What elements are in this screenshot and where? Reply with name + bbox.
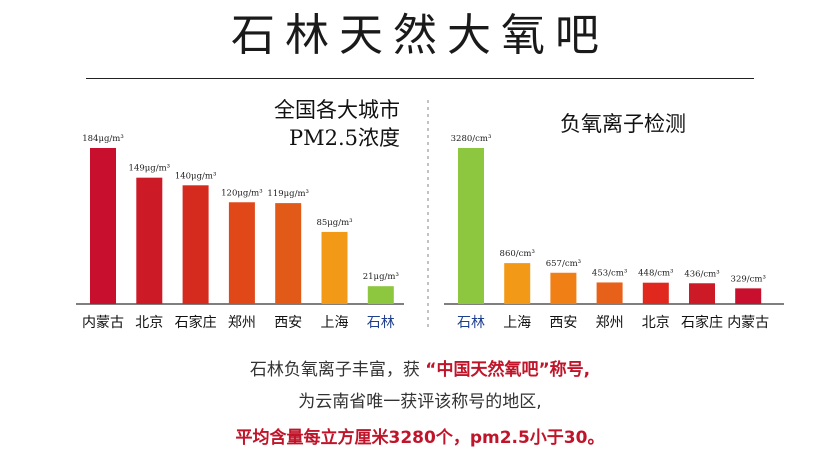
- chart-title-ions-line1: 负氧离子检测: [560, 112, 686, 136]
- ion-category-label: 内蒙古: [727, 315, 769, 331]
- chart-title-pm25: 全国各大城市 PM2.5浓度: [274, 96, 400, 152]
- title-divider: [86, 78, 754, 79]
- pm25-category-label: 内蒙古: [82, 315, 124, 331]
- pm25-value-label: 140μg/m³: [175, 171, 217, 181]
- pm25-bar: [275, 203, 302, 304]
- ion-bar: [735, 288, 762, 304]
- ion-bar: [504, 263, 531, 304]
- pm25-category-label: 西安: [274, 315, 302, 331]
- pm25-category-label: 郑州: [228, 315, 256, 331]
- ion-value-label: 453/cm³: [592, 268, 627, 278]
- ion-category-label: 西安: [549, 315, 577, 331]
- caption-line-1-highlight: “中国天然氧吧”称号,: [425, 360, 591, 380]
- ion-category-label: 郑州: [596, 315, 624, 331]
- pm25-category-label: 石家庄: [175, 314, 217, 331]
- pm25-bar: [367, 286, 394, 304]
- ion-value-label: 329/cm³: [731, 274, 766, 284]
- ion-category-label: 北京: [642, 315, 670, 331]
- pm25-value-label: 21μg/m³: [363, 272, 399, 282]
- chart-title-ions: 负氧离子检测: [560, 110, 686, 138]
- ion-bar: [642, 282, 669, 304]
- chart-title-pm25-line1: 全国各大城市: [274, 98, 400, 122]
- pm25-chart: 184μg/m³ 内蒙古 149μg/m³ 北京 140μg/m³ 石家庄 120μg/m³…: [76, 134, 404, 331]
- pm25-bar: [182, 185, 209, 304]
- caption-line-3: 平均含量每立方厘米3280个，pm2.5小于30。: [235, 428, 605, 448]
- ion-category-label: 上海: [503, 315, 531, 331]
- caption-line-1-text: 石林负氧离子丰富，获: [249, 360, 426, 380]
- ion-value-label: 3280/cm³: [451, 134, 492, 144]
- ion-bar: [550, 272, 577, 304]
- ion-bar: [458, 148, 484, 304]
- pm25-category-label: 上海: [321, 315, 349, 331]
- pm25-bar: [228, 202, 255, 304]
- pm25-value-label: 184μg/m³: [82, 134, 124, 144]
- ion-chart: 3280/cm³ 石林 860/cm³ 上海 657/cm³ 西安 453/cm³ 郑州 448…: [444, 134, 784, 331]
- pm25-bar: [90, 148, 116, 304]
- pm25-bar: [321, 231, 348, 304]
- ion-category-label: 石林: [457, 315, 485, 331]
- caption-line-2: 为云南省唯一获评该称号的地区,: [298, 392, 542, 412]
- pm25-category-label: 北京: [135, 315, 163, 331]
- ion-value-label: 436/cm³: [684, 269, 719, 279]
- caption-line-1: 石林负氧离子丰富，获 “中国天然氧吧”称号,: [0, 356, 840, 384]
- pm25-value-label: 85μg/m³: [316, 218, 352, 228]
- pm25-bar: [136, 177, 163, 304]
- ion-category-label: 石家庄: [681, 314, 723, 331]
- pm25-value-label: 119μg/m³: [267, 189, 309, 199]
- charts-canvas: 184μg/m³ 内蒙古 149μg/m³ 北京 140μg/m³ 石家庄 120μg/m³…: [76, 100, 784, 331]
- page-title: 石林天然大氧吧: [231, 10, 609, 61]
- pm25-value-label: 149μg/m³: [129, 164, 171, 174]
- pm25-category-label: 石林: [367, 315, 395, 331]
- ion-bar: [689, 283, 715, 304]
- pm25-value-label: 120μg/m³: [221, 188, 263, 198]
- ion-value-label: 448/cm³: [638, 269, 673, 279]
- chart-title-pm25-line2: PM2.5浓度: [288, 126, 400, 150]
- ion-value-label: 657/cm³: [546, 259, 581, 269]
- ion-value-label: 860/cm³: [500, 249, 535, 259]
- ion-bar: [596, 282, 623, 304]
